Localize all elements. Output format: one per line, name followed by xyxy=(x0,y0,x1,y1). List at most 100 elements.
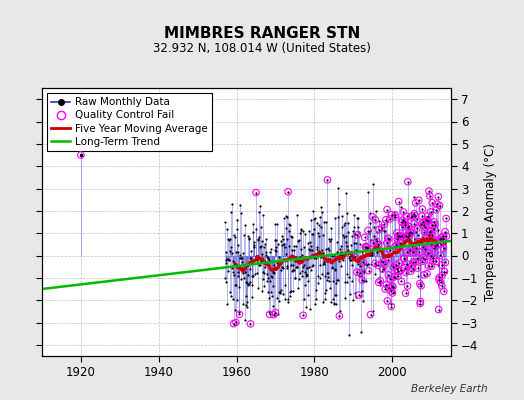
Point xyxy=(436,236,444,242)
Point xyxy=(366,312,375,318)
Point xyxy=(383,240,391,246)
Point xyxy=(356,270,364,276)
Point xyxy=(239,266,248,272)
Point xyxy=(407,268,415,274)
Point xyxy=(285,221,293,227)
Point xyxy=(432,206,440,213)
Point xyxy=(377,225,386,231)
Point xyxy=(337,263,345,270)
Point xyxy=(330,265,339,272)
Point xyxy=(394,233,402,240)
Point xyxy=(382,282,390,288)
Point xyxy=(383,206,391,213)
Point xyxy=(424,218,432,224)
Point xyxy=(296,270,304,276)
Point xyxy=(341,295,349,301)
Point xyxy=(406,229,414,235)
Point xyxy=(272,237,280,243)
Point xyxy=(278,242,287,248)
Point xyxy=(359,259,367,266)
Point xyxy=(282,250,290,257)
Point xyxy=(258,256,267,262)
Point xyxy=(269,262,278,269)
Point xyxy=(315,248,323,255)
Point xyxy=(379,245,388,252)
Point xyxy=(228,265,236,271)
Point xyxy=(340,234,348,240)
Point xyxy=(385,236,393,242)
Point xyxy=(297,227,305,233)
Point xyxy=(326,238,334,244)
Point xyxy=(410,210,419,217)
Point xyxy=(266,245,275,252)
Point xyxy=(298,252,307,258)
Point xyxy=(363,244,371,251)
Point xyxy=(231,307,239,314)
Point xyxy=(264,275,272,281)
Point xyxy=(406,246,414,253)
Point xyxy=(354,224,362,230)
Point xyxy=(232,297,241,303)
Point xyxy=(266,311,274,318)
Point xyxy=(407,214,415,220)
Point xyxy=(355,292,363,298)
Point xyxy=(274,311,282,317)
Point xyxy=(282,235,291,242)
Point xyxy=(418,213,426,219)
Point xyxy=(383,206,391,213)
Point xyxy=(300,262,308,269)
Point xyxy=(427,240,435,247)
Point xyxy=(356,270,364,276)
Point xyxy=(439,245,447,252)
Point xyxy=(379,258,387,265)
Point xyxy=(260,283,268,289)
Point xyxy=(283,214,291,220)
Point xyxy=(231,282,239,288)
Point xyxy=(365,220,374,226)
Point xyxy=(304,264,313,271)
Point xyxy=(257,238,266,244)
Point xyxy=(252,189,260,196)
Point xyxy=(372,262,380,268)
Point xyxy=(422,240,430,246)
Point xyxy=(409,259,418,265)
Point xyxy=(370,242,379,249)
Point xyxy=(232,319,240,326)
Point xyxy=(328,265,336,271)
Point xyxy=(417,282,425,289)
Point xyxy=(300,296,309,302)
Point xyxy=(319,232,328,238)
Point xyxy=(250,238,258,245)
Point xyxy=(236,252,244,258)
Point xyxy=(401,219,409,225)
Point xyxy=(435,202,444,209)
Point xyxy=(345,255,353,262)
Point xyxy=(259,276,267,282)
Point xyxy=(369,307,377,314)
Point xyxy=(402,213,411,220)
Point xyxy=(389,284,397,290)
Point xyxy=(388,283,397,289)
Point xyxy=(410,210,419,217)
Point xyxy=(249,242,258,248)
Point xyxy=(397,267,405,274)
Point xyxy=(342,238,351,245)
Point xyxy=(419,219,427,225)
Point xyxy=(373,248,381,255)
Point xyxy=(246,321,255,327)
Point xyxy=(412,245,420,251)
Point xyxy=(253,260,261,266)
Point xyxy=(380,261,389,268)
Point xyxy=(367,236,376,243)
Point xyxy=(429,255,438,262)
Point xyxy=(349,253,357,259)
Point xyxy=(293,264,301,270)
Point xyxy=(264,255,272,261)
Point xyxy=(298,273,306,279)
Point xyxy=(251,270,259,277)
Point xyxy=(297,246,305,252)
Point xyxy=(432,258,441,264)
Point xyxy=(438,262,446,268)
Point xyxy=(441,259,450,266)
Point xyxy=(417,221,425,227)
